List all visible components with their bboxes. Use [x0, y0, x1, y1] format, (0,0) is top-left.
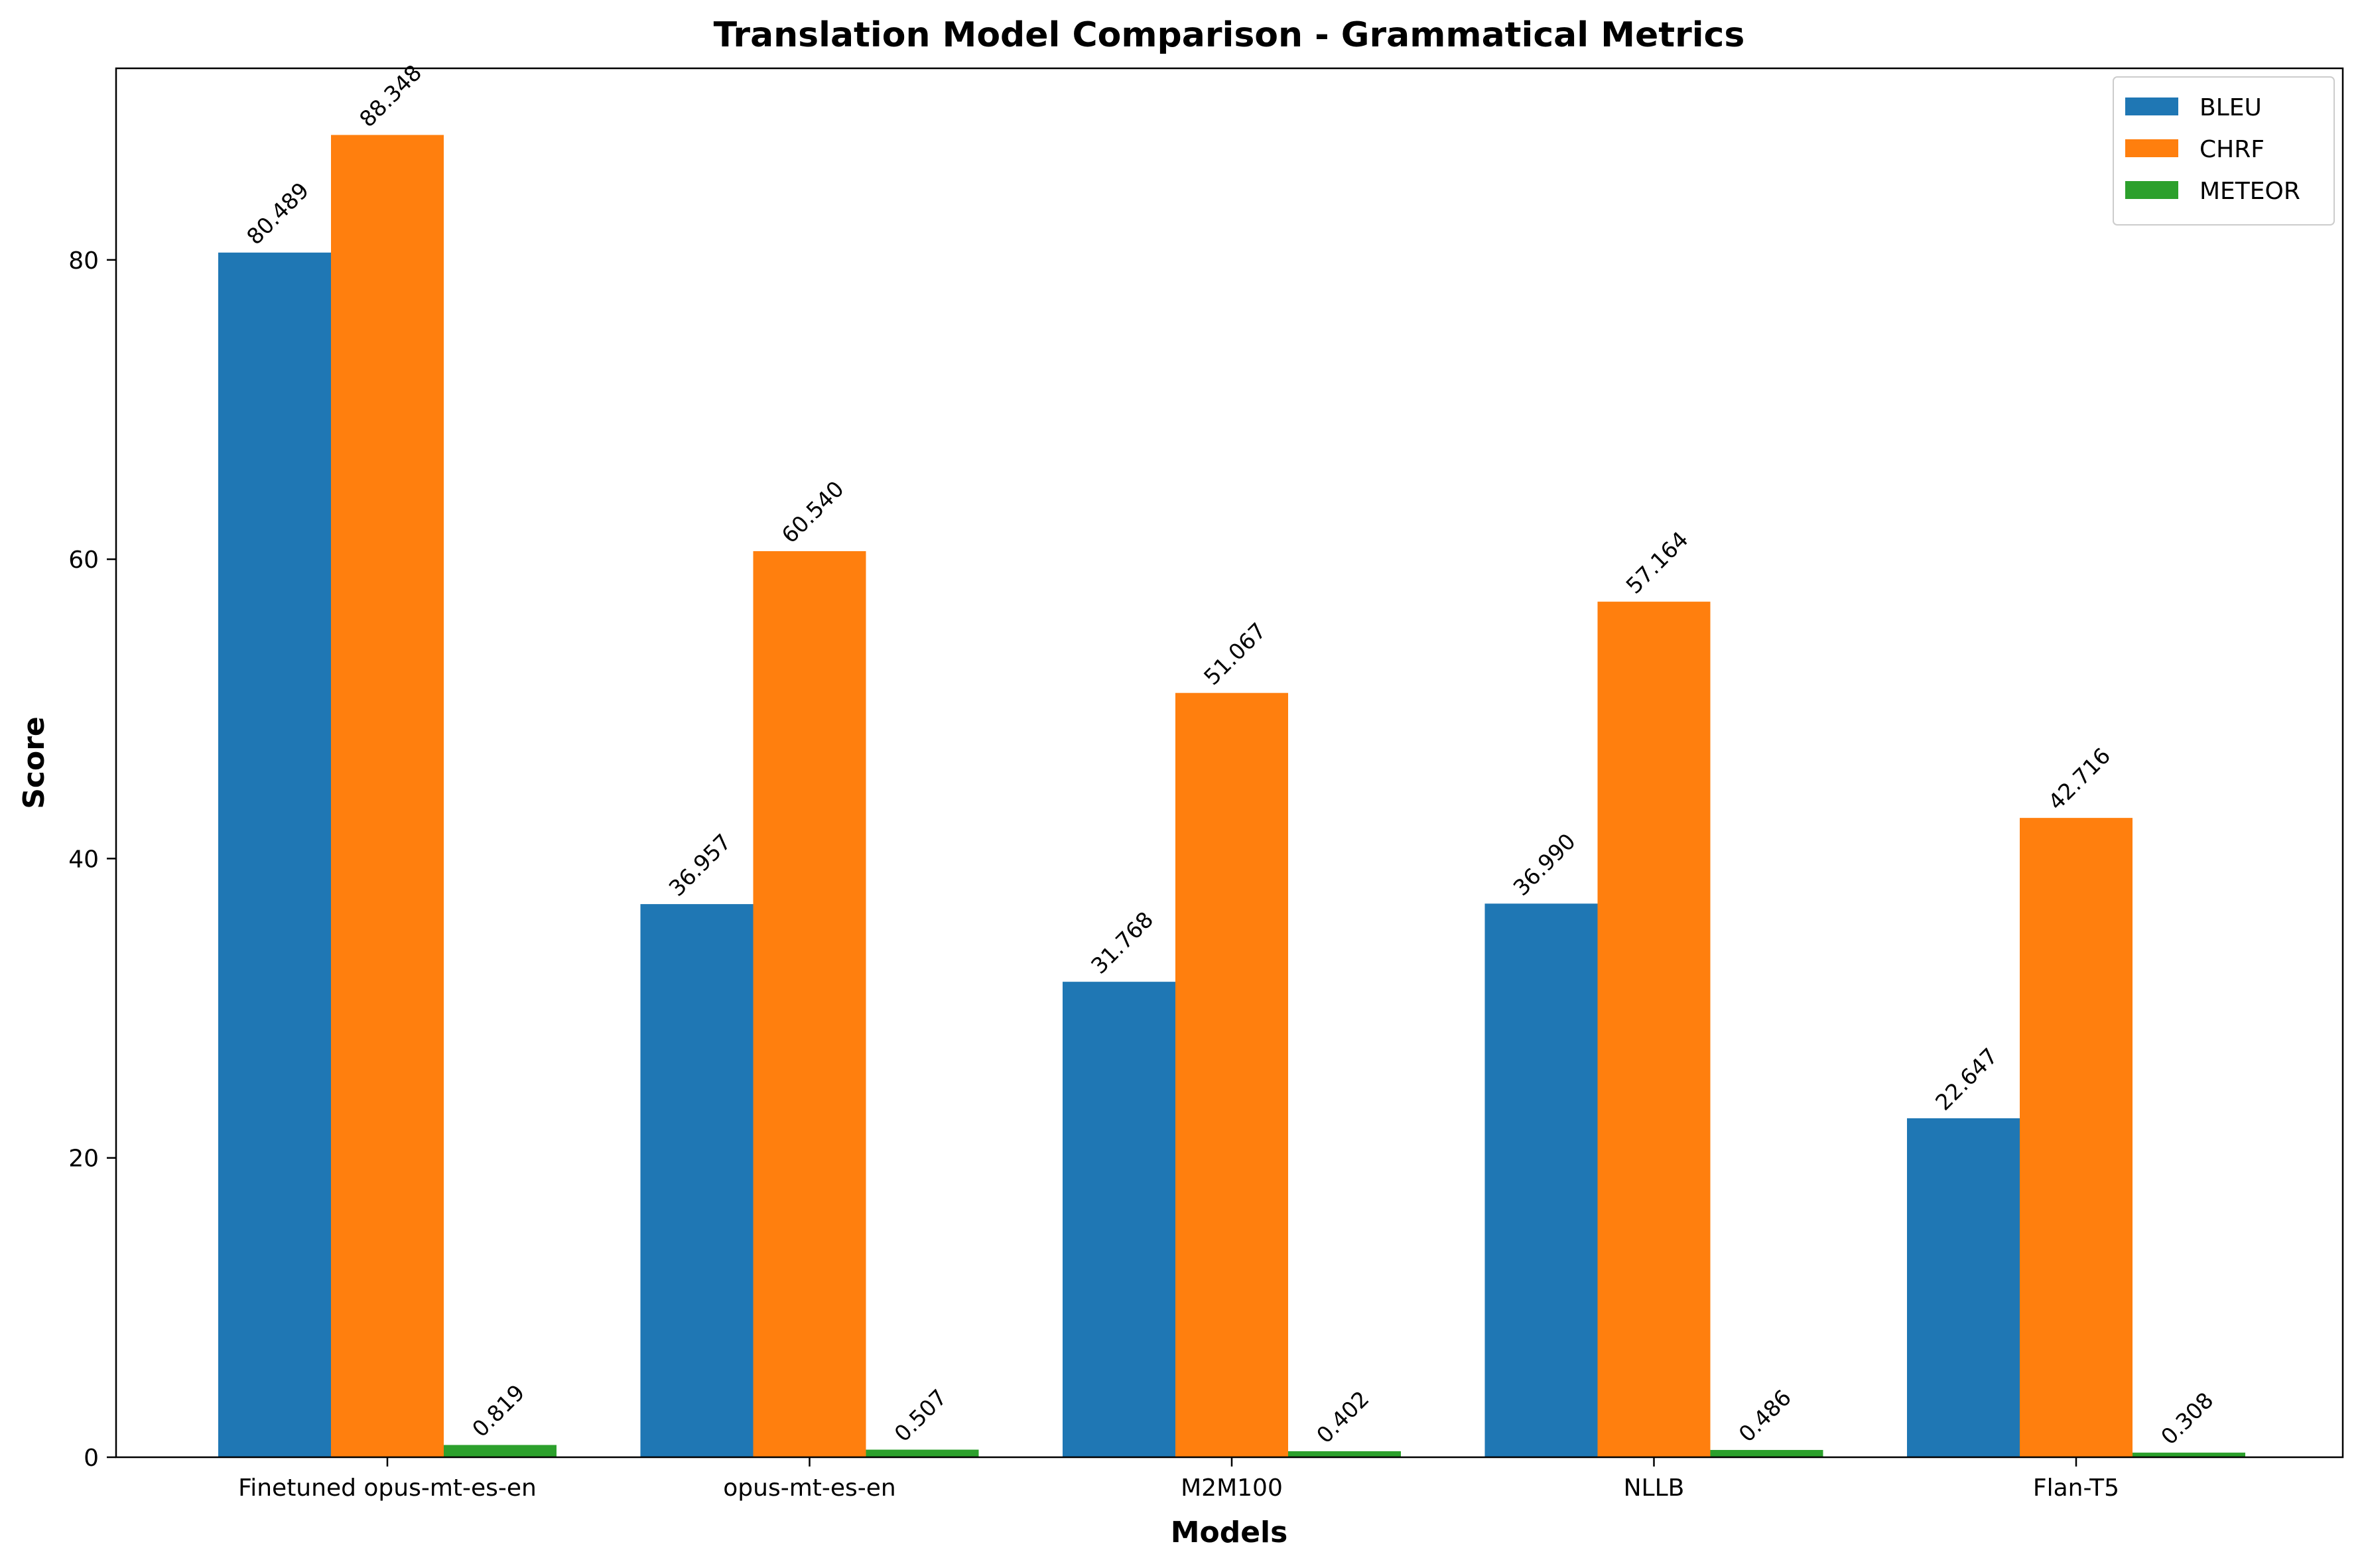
- bar-chrf-4: [2020, 818, 2133, 1457]
- x-axis: Finetuned opus-mt-es-en opus-mt-es-en M2M1…: [238, 1457, 2119, 1502]
- legend-label-chrf: CHRF: [2200, 136, 2265, 163]
- x-tick-label-3: NLLB: [1624, 1474, 1685, 1502]
- legend: BLEU CHRF METEOR: [2113, 76, 2335, 226]
- data-label-bleu-0: 80.489: [241, 177, 314, 249]
- bar-bleu-2: [1063, 982, 1175, 1457]
- legend-swatch-chrf: [2125, 139, 2178, 157]
- legend-swatch-bleu: [2125, 98, 2178, 115]
- plot-frame: [115, 67, 2344, 1459]
- data-label-chrf-0: 88.348: [354, 60, 427, 132]
- x-tick-label-1: opus-mt-es-en: [723, 1474, 895, 1502]
- y-tick-label-2: 40: [68, 846, 99, 873]
- data-label-bleu-4: 22.647: [1930, 1043, 2003, 1115]
- legend-label-meteor: METEOR: [2200, 178, 2300, 205]
- bar-chrf-0: [331, 135, 444, 1457]
- bar-meteor-1: [866, 1449, 979, 1457]
- bars-layer: [218, 135, 2245, 1458]
- data-label-meteor-0: 0.819: [467, 1380, 529, 1442]
- data-label-meteor-2: 0.402: [1311, 1386, 1374, 1448]
- legend-label-bleu: BLEU: [2200, 94, 2262, 121]
- data-label-bleu-1: 36.957: [664, 829, 736, 901]
- y-tick-label-4: 80: [68, 247, 99, 275]
- legend-swatch-meteor: [2125, 181, 2178, 199]
- data-label-bleu-3: 36.990: [1508, 828, 1581, 901]
- y-axis-label: Score: [17, 716, 51, 809]
- data-label-chrf-2: 51.067: [1199, 618, 1271, 690]
- data-label-meteor-3: 0.486: [1734, 1384, 1796, 1447]
- x-tick-label-2: M2M100: [1181, 1474, 1283, 1502]
- x-tick-label-4: Flan-T5: [2033, 1474, 2119, 1502]
- chart-title: Translation Model Comparison - Grammatic…: [714, 15, 1745, 55]
- bar-meteor-2: [1288, 1451, 1401, 1457]
- bar-meteor-3: [1710, 1450, 1823, 1457]
- bar-bleu-1: [640, 904, 754, 1457]
- data-label-meteor-1: 0.507: [889, 1384, 952, 1447]
- y-tick-label-3: 60: [68, 547, 99, 574]
- bar-bleu-3: [1484, 903, 1598, 1457]
- bar-meteor-4: [2133, 1453, 2245, 1457]
- bar-bleu-0: [218, 252, 331, 1457]
- bar-bleu-4: [1907, 1118, 2020, 1457]
- bar-meteor-0: [444, 1445, 557, 1457]
- y-axis: 0 20 40 60 80: [68, 247, 116, 1472]
- data-label-meteor-4: 0.308: [2156, 1387, 2218, 1449]
- bar-chrf-3: [1597, 602, 1711, 1458]
- x-axis-label: Models: [1171, 1516, 1288, 1549]
- data-label-chrf-3: 57.164: [1621, 527, 1693, 599]
- data-label-chrf-1: 60.540: [777, 476, 849, 548]
- bar-chrf-2: [1175, 692, 1288, 1457]
- y-tick-label-1: 20: [68, 1145, 99, 1173]
- data-label-chrf-4: 42.716: [2043, 743, 2115, 815]
- y-tick-label-0: 0: [84, 1445, 99, 1472]
- x-tick-label-0: Finetuned opus-mt-es-en: [238, 1474, 537, 1502]
- bar-chrf-1: [753, 551, 866, 1457]
- data-label-bleu-2: 31.768: [1086, 907, 1158, 979]
